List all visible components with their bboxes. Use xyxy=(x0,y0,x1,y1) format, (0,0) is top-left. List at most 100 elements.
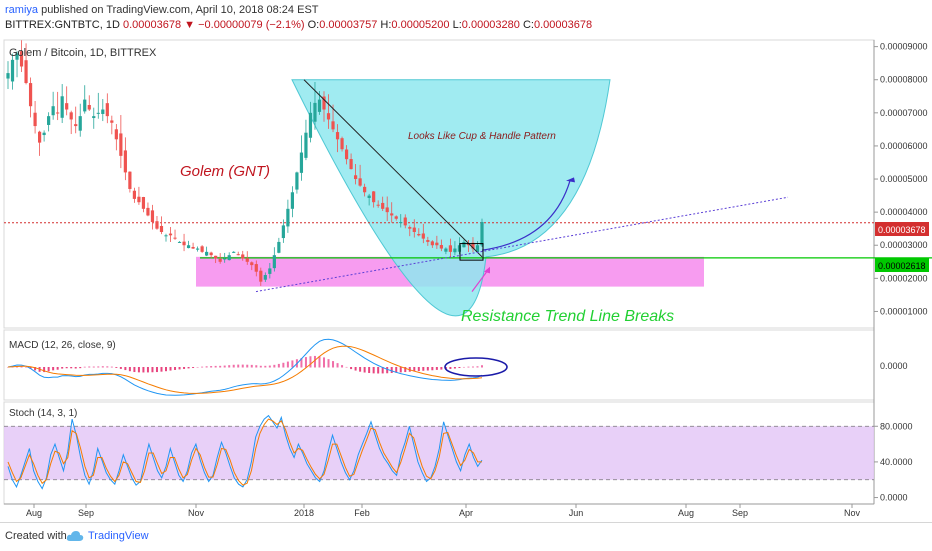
candle-body xyxy=(430,241,434,246)
macd-histogram-bar xyxy=(25,366,28,368)
price-tick-label: 0.00001000 xyxy=(880,306,928,316)
candle-body xyxy=(354,175,358,180)
breakout-box xyxy=(459,243,484,261)
macd-histogram-bar xyxy=(363,367,366,373)
macd-histogram-bar xyxy=(142,367,145,373)
time-tick-label: Apr xyxy=(459,508,473,518)
macd-histogram-bar xyxy=(137,367,140,373)
candle-body xyxy=(28,83,33,107)
macd-histogram-bar xyxy=(155,367,158,373)
candle-body xyxy=(331,121,335,130)
macd-histogram-bar xyxy=(300,358,303,368)
publish-line: ramiya published on TradingView.com, Apr… xyxy=(5,4,319,16)
price-tick-label: 0.00007000 xyxy=(880,108,928,118)
author-link[interactable]: ramiya xyxy=(5,4,39,16)
price-tick-label: 0.00003000 xyxy=(880,240,928,250)
candle-body xyxy=(74,124,78,127)
candle-body xyxy=(254,264,258,272)
candle-body xyxy=(340,138,344,150)
last-price-badge-text: 0.00003678 xyxy=(878,225,926,235)
macd-histogram-bar xyxy=(65,367,68,369)
macd-histogram-bar xyxy=(246,364,249,368)
macd-histogram-bar xyxy=(88,366,91,368)
macd-histogram-bar xyxy=(404,367,407,373)
candle-body xyxy=(200,246,204,252)
macd-histogram-bar xyxy=(219,365,222,368)
breakout-annotation: Resistance Trend Line Breaks xyxy=(461,308,674,325)
macd-cross-highlight xyxy=(444,357,508,377)
macd-histogram-bar xyxy=(327,359,330,368)
stoch-band xyxy=(4,426,874,480)
macd-histogram-bar xyxy=(205,366,208,368)
candle-body xyxy=(322,96,326,110)
macd-signal-line xyxy=(7,345,483,394)
candle-body xyxy=(218,258,222,262)
candle-body xyxy=(196,248,200,250)
macd-histogram-bar xyxy=(183,367,186,369)
candle-body xyxy=(457,245,462,252)
breakout-arrow-head xyxy=(566,177,575,183)
candle-body xyxy=(214,255,218,259)
macd-histogram-bar xyxy=(282,362,285,368)
candle-body xyxy=(381,202,385,209)
macd-histogram-bar xyxy=(304,357,307,368)
macd-pane[interactable] xyxy=(3,329,875,401)
time-tick-label: Nov xyxy=(188,508,205,518)
candle-body xyxy=(164,235,168,237)
candle-body xyxy=(250,262,254,266)
price-axis: 0.00009000 0.00008000 0.00007000 0.00006000… xyxy=(874,42,928,316)
candle-body xyxy=(101,109,105,114)
macd-histogram-bar xyxy=(74,367,77,369)
macd-histogram-bar xyxy=(395,367,398,373)
macd-histogram-bar xyxy=(97,366,100,368)
price-pane-title: Golem / Bitcoin, 1D, BITTREX xyxy=(9,47,157,59)
macd-title: MACD (12, 26, close, 9) xyxy=(9,340,116,351)
candle-body xyxy=(186,245,191,249)
support-price-badge-text: 0.00002618 xyxy=(878,261,926,271)
candle-body xyxy=(444,248,448,252)
candle-body xyxy=(137,196,141,203)
candle-body xyxy=(304,132,308,158)
candle-body xyxy=(173,237,177,239)
candle-body xyxy=(141,197,146,209)
candle-body xyxy=(205,251,209,256)
macd-histogram-bar xyxy=(323,357,325,368)
candle-body xyxy=(19,51,24,67)
candle-body xyxy=(146,207,150,216)
tradingview-brand-link[interactable]: TradingView xyxy=(88,530,149,542)
macd-histogram-bar xyxy=(286,361,289,368)
candle-body xyxy=(448,245,452,252)
candle-body xyxy=(403,217,407,226)
candle-body xyxy=(471,242,475,249)
low-value: 0.00003280 xyxy=(461,19,520,31)
candle-body xyxy=(69,112,73,120)
macd-histogram-bar xyxy=(336,363,339,368)
candle-body xyxy=(417,234,421,236)
candle-body xyxy=(245,258,249,262)
change-value: ▼ −0.00000079 (−2.1%) xyxy=(184,19,305,31)
macd-histogram-bar xyxy=(43,367,46,373)
candle-body xyxy=(119,133,123,156)
candle-body xyxy=(33,112,37,127)
candle-body xyxy=(281,225,285,239)
chart-canvas[interactable]: Golem / Bitcoin, 1D, BITTREX Golem (GNT)… xyxy=(0,36,932,526)
price-tick-label: 0.00005000 xyxy=(880,174,928,184)
candle-body xyxy=(123,150,127,173)
stoch-tick-label: 40.0000 xyxy=(880,457,913,467)
candle-body xyxy=(38,131,42,143)
macd-histogram-bar xyxy=(440,367,443,370)
macd-histogram-bar xyxy=(291,360,294,368)
macd-histogram-bar xyxy=(124,367,127,371)
macd-histogram-bar xyxy=(250,364,253,368)
tradingview-cloud-icon xyxy=(66,531,84,541)
macd-histogram-bar xyxy=(92,366,95,368)
macd-histogram-bar xyxy=(241,364,244,368)
candle-body xyxy=(232,251,236,253)
candle-body xyxy=(421,233,425,239)
macd-histogram-bar xyxy=(462,366,465,368)
asset-annotation: Golem (GNT) xyxy=(180,163,270,180)
stoch-k-line xyxy=(7,414,483,490)
open-value: 0.00003757 xyxy=(319,19,378,31)
stoch-axis: 80.0000 40.0000 0.0000 xyxy=(874,421,913,503)
macd-histogram-bar xyxy=(146,367,149,373)
